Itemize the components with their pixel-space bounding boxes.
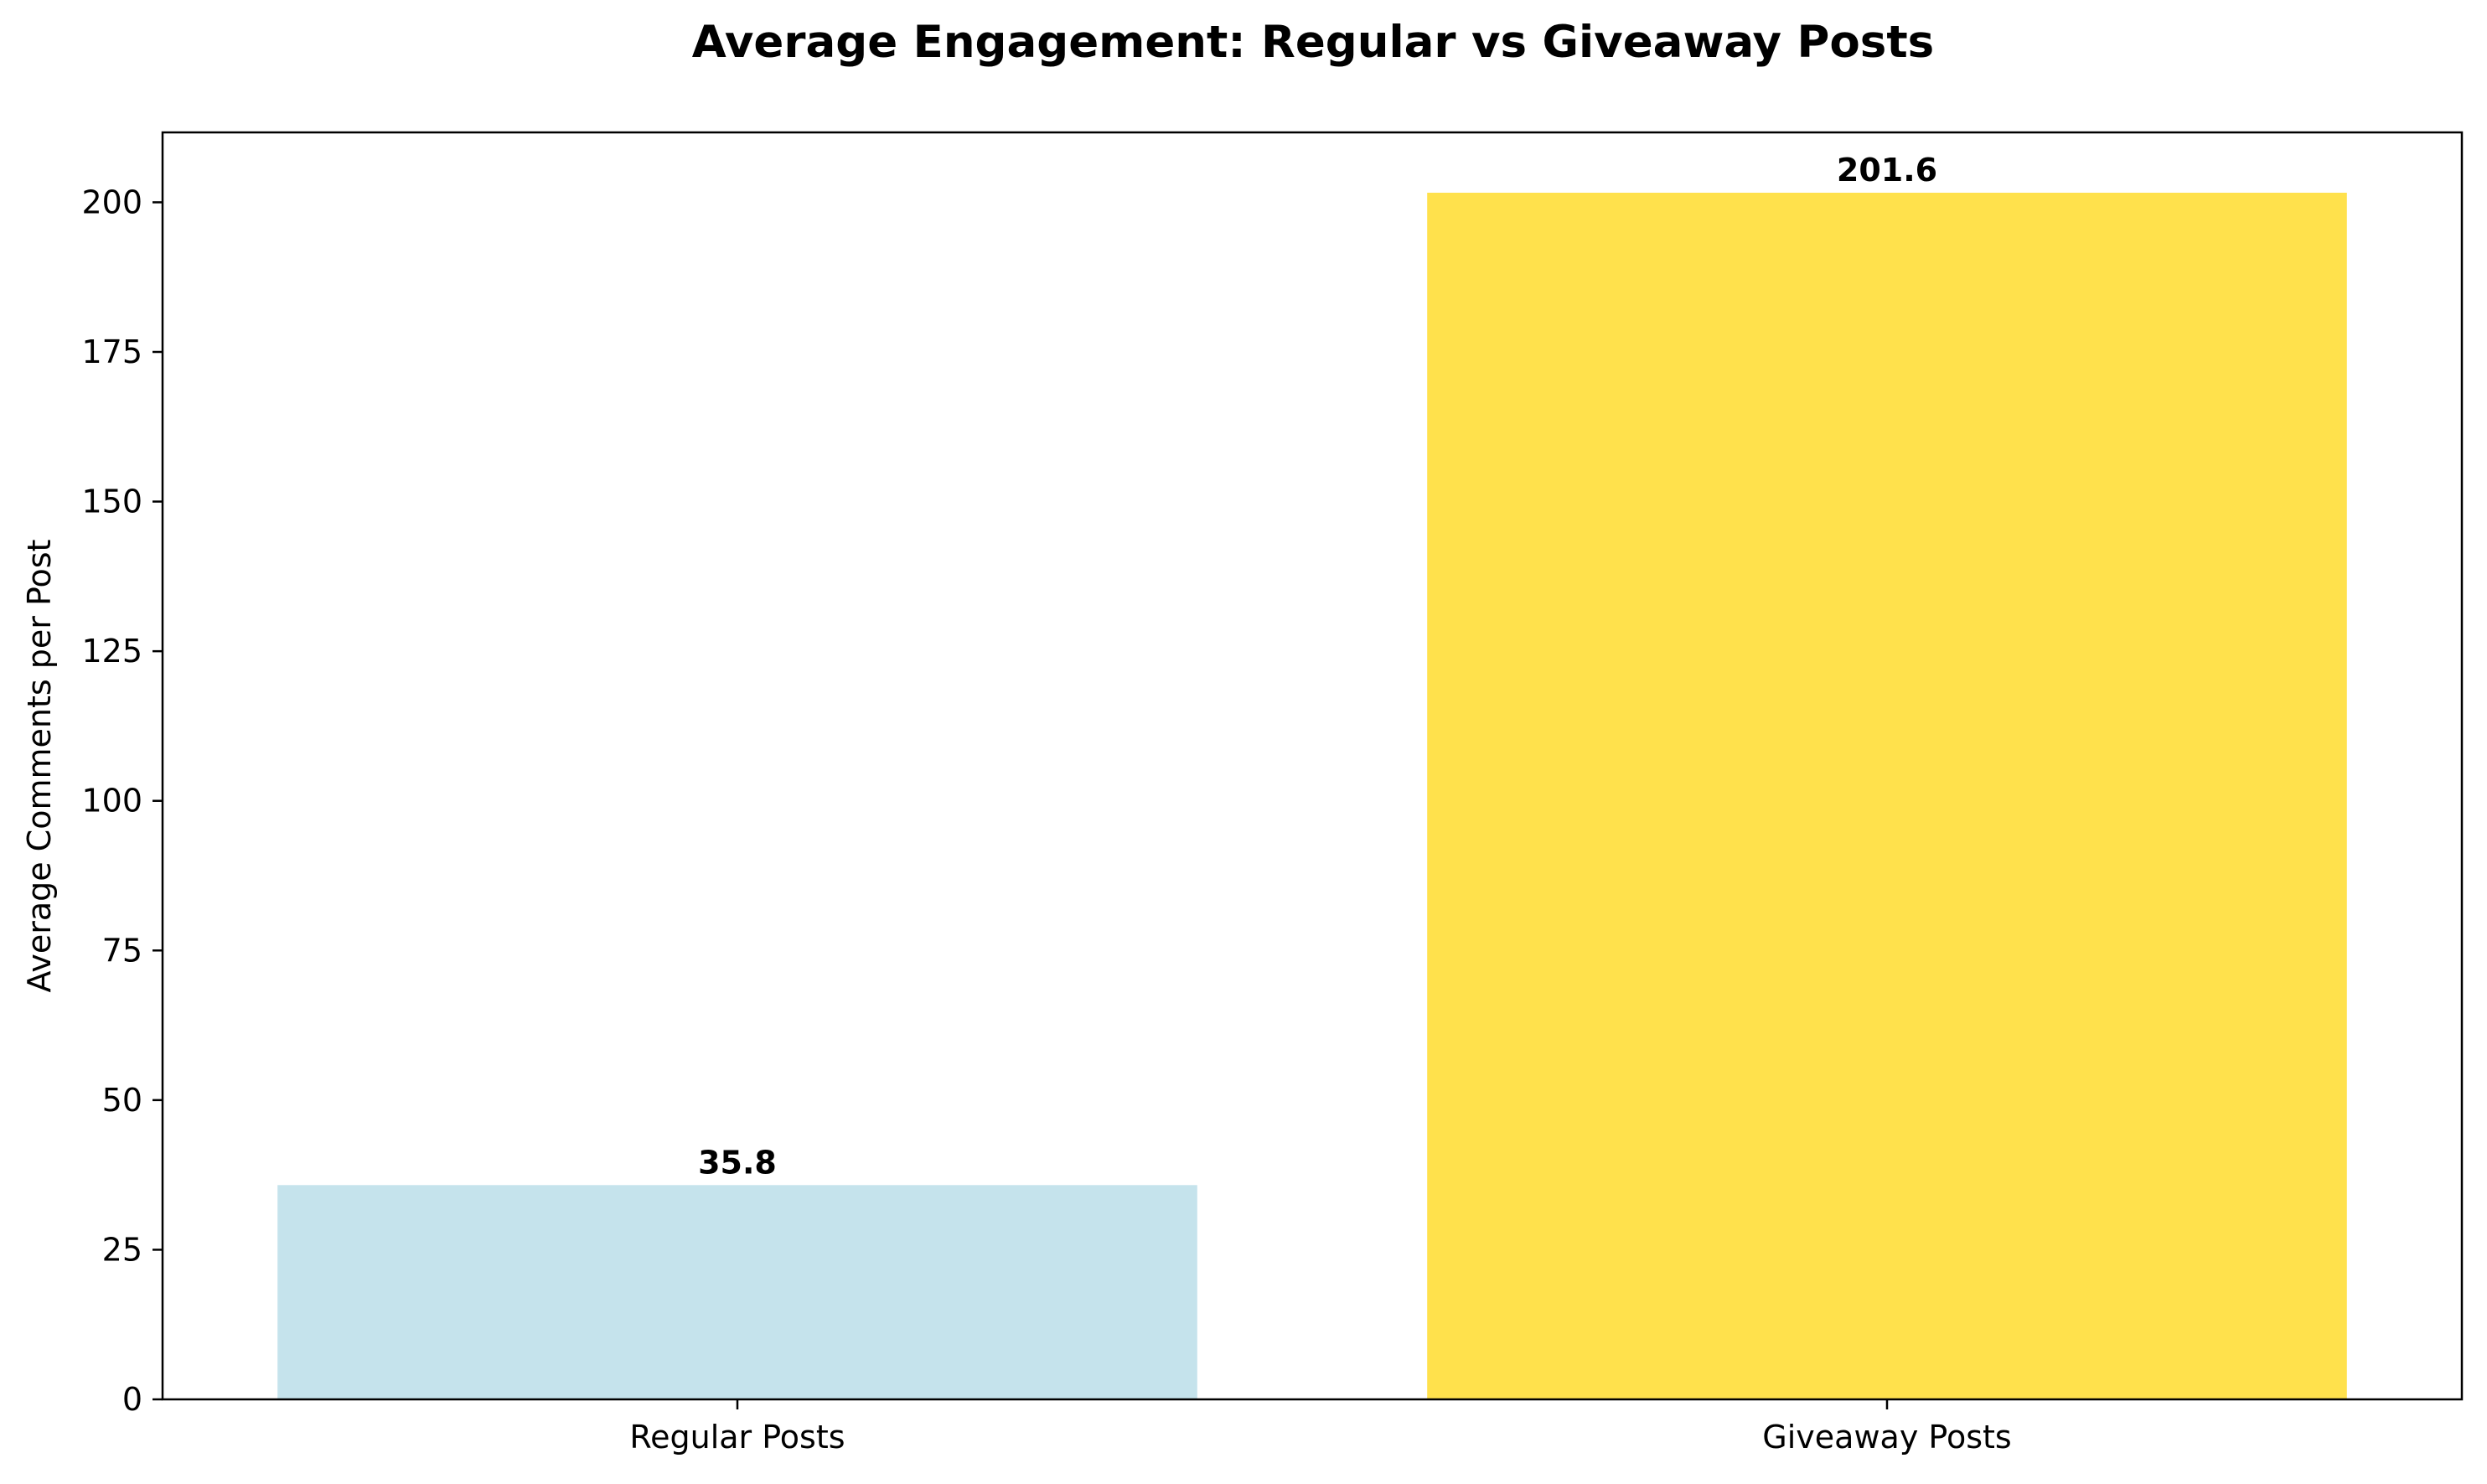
y-tick-label: 175 <box>81 334 142 370</box>
plot-area-frame <box>161 131 2464 1401</box>
x-axis-ticks: Regular Posts Giveaway Posts <box>629 1399 2012 1456</box>
y-tick-label: 150 <box>81 483 142 520</box>
y-tick-label: 0 <box>122 1381 142 1418</box>
y-axis-label: Average Comments per Post <box>21 540 58 993</box>
y-tick-label: 25 <box>102 1231 142 1268</box>
y-tick-label: 200 <box>81 184 142 220</box>
data-labels: 35.8 201.6 <box>698 152 1937 1181</box>
data-label: 201.6 <box>1837 152 1937 189</box>
bar-regular-posts <box>277 1185 1197 1399</box>
y-tick-label: 75 <box>102 932 142 969</box>
bars-layer <box>277 193 2347 1399</box>
data-label: 35.8 <box>698 1144 777 1181</box>
chart-title: Average Engagement: Regular vs Giveaway … <box>692 17 1934 68</box>
y-tick-label: 125 <box>81 633 142 670</box>
x-tick-label: Regular Posts <box>629 1419 845 1456</box>
y-tick-label: 50 <box>102 1082 142 1119</box>
bar-giveaway-posts <box>1427 193 2347 1399</box>
y-axis-ticks: 0 25 50 75 100 125 150 175 200 <box>81 184 163 1418</box>
x-tick-label: Giveaway Posts <box>1762 1419 2011 1456</box>
y-tick-label: 100 <box>81 783 142 820</box>
